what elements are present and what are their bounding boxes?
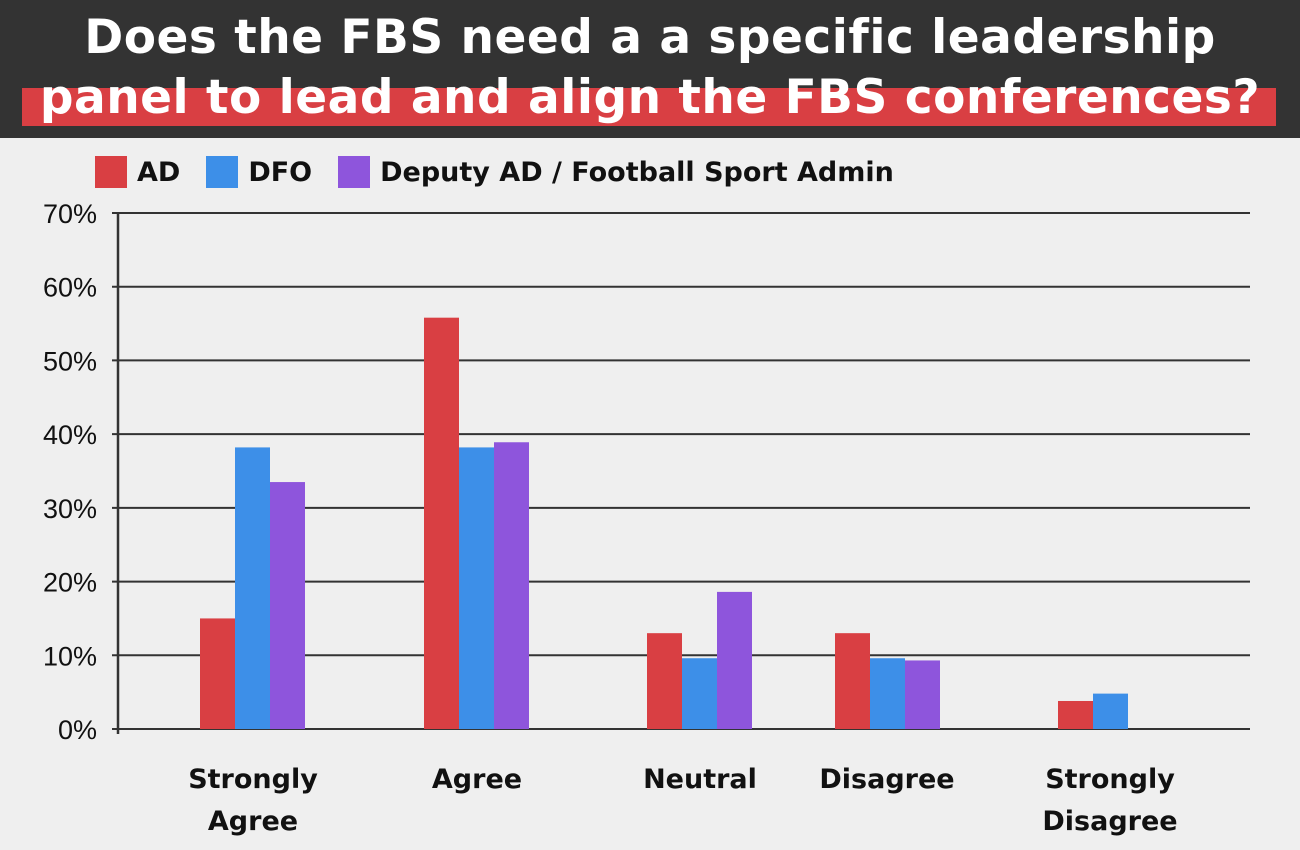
category-label: Agree: [432, 764, 522, 795]
y-tick-label: 20%: [43, 568, 97, 598]
category-label-line: Agree: [208, 806, 298, 837]
y-tick-label: 30%: [43, 494, 97, 524]
legend-item-ad: AD: [95, 156, 180, 188]
bar-1-1: [459, 447, 494, 729]
bar-0-3: [835, 633, 870, 729]
y-tick-label: 0%: [58, 715, 97, 745]
legend-item-deputy-ad: Deputy AD / Football Sport Admin: [338, 156, 894, 188]
category-label-line: Neutral: [643, 764, 757, 795]
category-label-line: Disagree: [819, 764, 954, 795]
bar-1-4: [1093, 693, 1128, 729]
category-label: Strongly Disagree: [1042, 764, 1177, 837]
bar-0-2: [647, 633, 682, 729]
bar-2-2: [717, 591, 752, 729]
title-highlight-band: [22, 88, 1276, 126]
category-label: Strongly Agree: [188, 764, 318, 837]
y-tick-label: 60%: [43, 273, 97, 303]
category-label-line: Strongly: [1045, 764, 1175, 795]
category-label-line: Disagree: [1042, 806, 1177, 837]
bar-1-0: [235, 447, 270, 729]
legend-swatch-deputy-ad: [338, 156, 371, 188]
bar-2-3: [905, 660, 940, 729]
chart-title-line-1: Does the FBS need a a specific leadershi…: [84, 10, 1216, 65]
bar-1-2: [682, 658, 717, 729]
legend-label-deputy-ad: Deputy AD / Football Sport Admin: [380, 156, 894, 188]
chart-title-line-2: panel to lead and align the FBS conferen…: [39, 70, 1261, 125]
y-tick-label: 10%: [43, 641, 97, 671]
y-tick-label: 50%: [43, 346, 97, 376]
legend-label-dfo: DFO: [248, 156, 313, 188]
legend: AD DFO Deputy AD / Football Sport Admin: [95, 152, 920, 192]
legend-item-dfo: DFO: [206, 156, 312, 188]
bar-1-3: [870, 658, 905, 729]
bar-2-1: [494, 442, 529, 729]
legend-label-ad: AD: [137, 156, 181, 188]
category-label: Neutral: [643, 764, 757, 795]
bar-0-0: [200, 618, 235, 729]
legend-swatch-ad: [95, 156, 127, 188]
category-label: Disagree: [819, 764, 954, 795]
y-tick-label: 70%: [43, 199, 97, 229]
category-label-line: Strongly: [188, 764, 318, 795]
y-tick-label: 40%: [43, 420, 97, 450]
category-label-line: Agree: [432, 764, 522, 795]
bar-0-4: [1058, 700, 1093, 729]
bar-0-1: [424, 317, 459, 729]
bar-2-0: [270, 482, 305, 729]
legend-swatch-dfo: [206, 156, 239, 188]
